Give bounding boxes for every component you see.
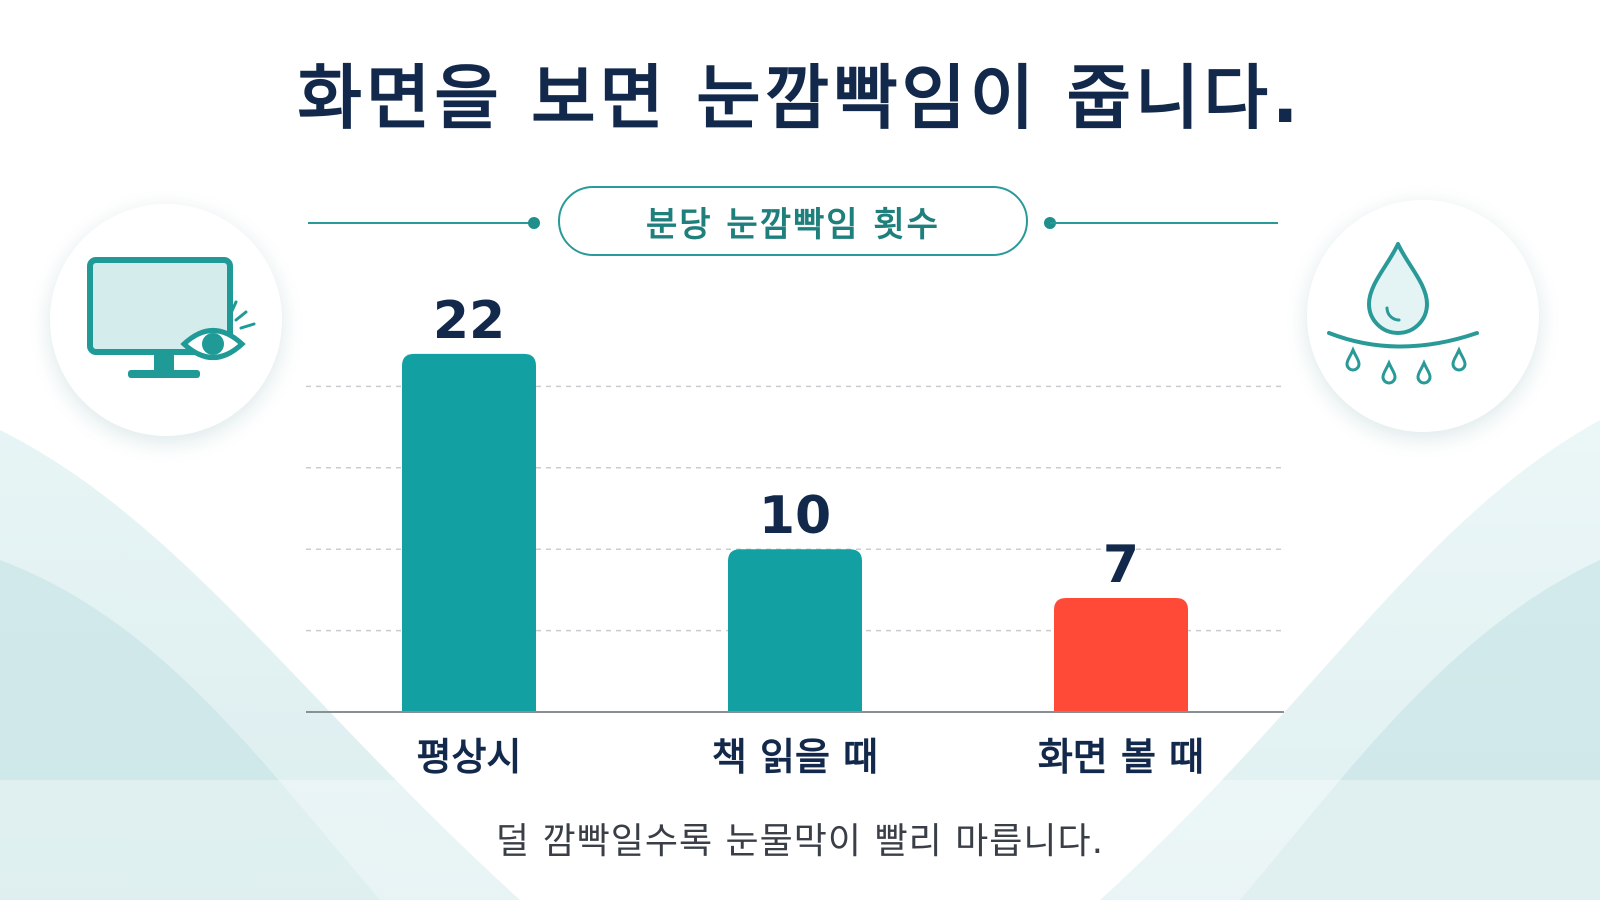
category-label-1: 평상시: [417, 735, 522, 779]
divider-line-right: [1050, 222, 1278, 224]
divider-line-left: [308, 222, 534, 224]
chart-title-banner: 분당 눈깜빡임 횟수: [300, 186, 1280, 260]
data-label-1: 22: [433, 291, 505, 351]
monitor-eye-icon: [87, 257, 256, 378]
page-title: 화면을 보면 눈깜빡임이 줍니다.: [297, 57, 1303, 139]
caption: 덜 깜빡일수록 눈물막이 빨리 마릅니다.: [495, 821, 1105, 862]
category-label-3: 화면 볼 때: [1038, 735, 1204, 779]
data-label-3: 7: [1103, 535, 1139, 595]
divider-dot-left: [528, 217, 540, 229]
bar-1: [402, 353, 536, 712]
category-label-2: 책 읽을 때: [712, 735, 878, 779]
chart-title: 분당 눈깜빡임 횟수: [646, 204, 940, 245]
tear-drop-icon-badge: [1307, 200, 1539, 432]
tear-drop-icon: [1327, 242, 1479, 385]
chart-title-pill: 분당 눈깜빡임 횟수: [558, 186, 1028, 256]
data-label-2: 10: [759, 486, 831, 546]
bar-3: [1054, 598, 1188, 712]
bar-2: [728, 549, 862, 712]
monitor-eye-icon-badge: [50, 204, 282, 436]
